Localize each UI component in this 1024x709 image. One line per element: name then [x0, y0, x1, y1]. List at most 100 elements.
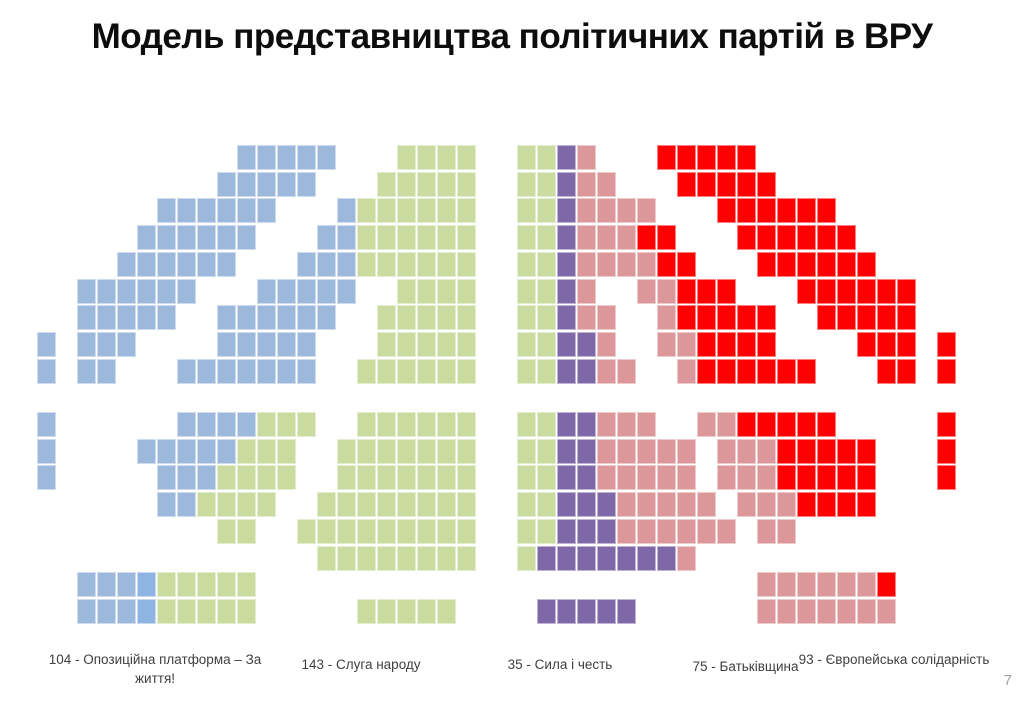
- seat-cell: [237, 305, 256, 330]
- seat-cell: [757, 225, 776, 250]
- seat-cell: [417, 172, 436, 197]
- seat-cell: [177, 572, 196, 597]
- seat-cell: [457, 279, 476, 304]
- seat-cell: [797, 492, 816, 517]
- seat-cell: [357, 492, 376, 517]
- seat-cell: [97, 332, 116, 357]
- seat-cell: [557, 225, 576, 250]
- seat-cell: [357, 252, 376, 277]
- seat-cell: [377, 225, 396, 250]
- seat-cell: [237, 359, 256, 384]
- seat-cell: [797, 599, 816, 624]
- seat-cell: [837, 279, 856, 304]
- seat-cell: [277, 305, 296, 330]
- seat-cell: [817, 279, 836, 304]
- seat-cell: [117, 572, 136, 597]
- seat-cell: [297, 412, 316, 437]
- seat-cell: [597, 198, 616, 223]
- seat-cell: [397, 599, 416, 624]
- seat-cell: [817, 412, 836, 437]
- seat-cell: [277, 412, 296, 437]
- seat-cell: [897, 359, 916, 384]
- seat-cell: [937, 359, 956, 384]
- seat-cell: [257, 359, 276, 384]
- seat-cell: [617, 252, 636, 277]
- seat-cell: [877, 305, 896, 330]
- seat-cell: [537, 305, 556, 330]
- seat-cell: [697, 279, 716, 304]
- seat-cell: [457, 198, 476, 223]
- seat-cell: [377, 198, 396, 223]
- seat-cell: [777, 198, 796, 223]
- seat-cell: [417, 225, 436, 250]
- seat-cell: [857, 332, 876, 357]
- seat-cell: [217, 359, 236, 384]
- seat-cell: [837, 305, 856, 330]
- seat-cell: [277, 465, 296, 490]
- seat-cell: [277, 279, 296, 304]
- seat-cell: [137, 439, 156, 464]
- seat-cell: [737, 465, 756, 490]
- seat-cell: [717, 465, 736, 490]
- seat-cell: [397, 172, 416, 197]
- seat-cell: [97, 359, 116, 384]
- seat-cell: [637, 519, 656, 544]
- seat-cell: [337, 279, 356, 304]
- seat-cell: [757, 439, 776, 464]
- seat-cell: [717, 412, 736, 437]
- seat-cell: [397, 519, 416, 544]
- seat-cell: [217, 492, 236, 517]
- seat-cell: [317, 279, 336, 304]
- seat-cell: [537, 252, 556, 277]
- seat-cell: [417, 412, 436, 437]
- seat-cell: [77, 599, 96, 624]
- seat-cell: [677, 279, 696, 304]
- seat-cell: [737, 172, 756, 197]
- seat-cell: [157, 599, 176, 624]
- seat-cell: [557, 546, 576, 571]
- seat-cell: [97, 279, 116, 304]
- party-label-syla-i-chest: 35 - Сила і честь: [507, 657, 613, 672]
- seat-cell: [857, 305, 876, 330]
- seat-cell: [657, 439, 676, 464]
- seat-cell: [337, 252, 356, 277]
- seat-cell: [177, 198, 196, 223]
- seat-cell: [377, 439, 396, 464]
- seat-cell: [637, 198, 656, 223]
- seat-cell: [797, 439, 816, 464]
- seat-cell: [857, 599, 876, 624]
- seat-cell: [517, 252, 536, 277]
- seat-cell: [197, 599, 216, 624]
- seat-cell: [517, 412, 536, 437]
- seat-cell: [297, 252, 316, 277]
- seat-cell: [377, 412, 396, 437]
- seat-cell: [157, 225, 176, 250]
- seat-cell: [457, 492, 476, 517]
- seat-cell: [257, 439, 276, 464]
- seat-cell: [677, 252, 696, 277]
- seat-cell: [817, 492, 836, 517]
- seat-cell: [437, 439, 456, 464]
- seat-cell: [417, 599, 436, 624]
- seat-cell: [197, 412, 216, 437]
- seat-cell: [537, 492, 556, 517]
- seat-cell: [397, 332, 416, 357]
- seat-cell: [757, 198, 776, 223]
- seat-cell: [237, 572, 256, 597]
- seat-cell: [397, 252, 416, 277]
- seat-cell: [437, 332, 456, 357]
- seat-cell: [437, 145, 456, 170]
- seat-cell: [937, 439, 956, 464]
- seat-cell: [217, 519, 236, 544]
- seat-cell: [697, 172, 716, 197]
- seat-cell: [377, 359, 396, 384]
- seat-cell: [717, 145, 736, 170]
- seat-cell: [557, 439, 576, 464]
- seat-cell: [457, 172, 476, 197]
- seat-cell: [577, 412, 596, 437]
- seat-cell: [577, 546, 596, 571]
- seat-cell: [357, 599, 376, 624]
- seat-cell: [257, 412, 276, 437]
- seat-cell: [637, 225, 656, 250]
- seat-cell: [657, 519, 676, 544]
